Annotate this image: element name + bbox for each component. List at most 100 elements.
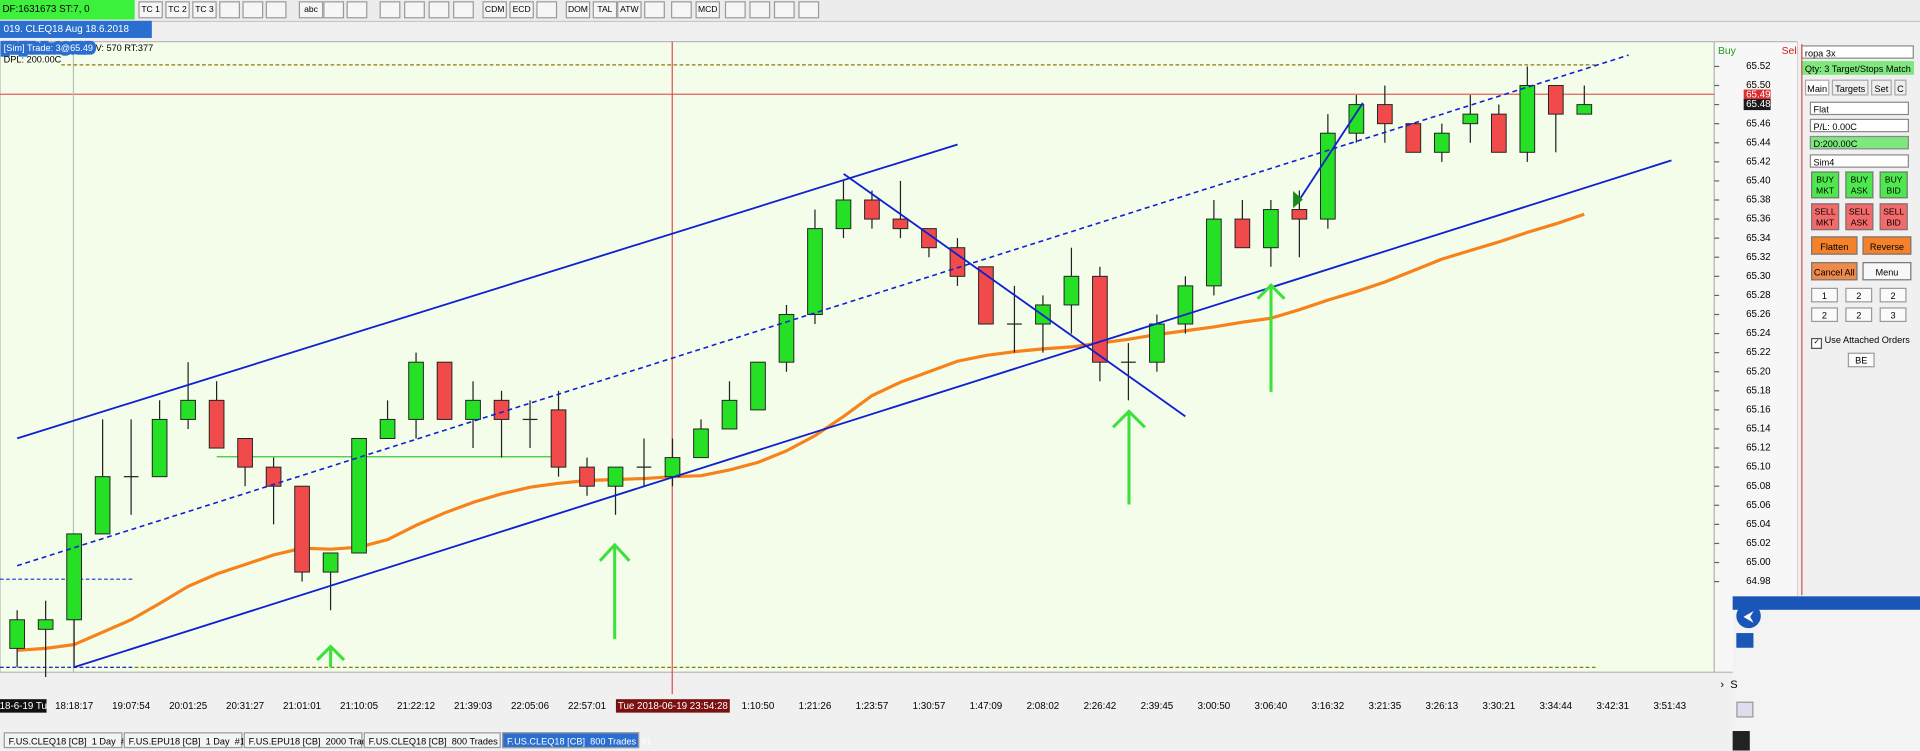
side-overlay: ⮜ › S	[1720, 596, 1920, 751]
toolbar-icon[interactable]	[379, 1, 401, 19]
entry-marker	[1293, 191, 1303, 209]
qty-button[interactable]: 1	[1811, 287, 1838, 303]
qty-button[interactable]: 2	[1879, 287, 1907, 303]
drawings	[16, 54, 1672, 669]
chart-tabs: F.US.CLEQ18 [CB] 1 Day #6 F.US.EPU18 [CB]…	[0, 730, 1733, 751]
y-tick-label: 65.08	[1746, 481, 1771, 492]
x-tick-label: 21:10:05	[340, 701, 379, 712]
candle-body	[978, 266, 994, 325]
candle-body	[1405, 123, 1422, 153]
panel-tabs: Main Targets Set C	[1804, 79, 1915, 96]
x-tick-label: 22:57:01	[568, 701, 606, 712]
crosshair-label-bg	[615, 699, 730, 713]
toolbar-button[interactable]: TC 2	[165, 1, 190, 19]
toolbar-icon[interactable]	[644, 1, 665, 19]
buy-button[interactable]: BUY BID	[1879, 171, 1908, 199]
x-tick-label: 3:21:35	[1369, 701, 1402, 712]
toolbar-icon[interactable]	[773, 1, 795, 19]
button-line: ASK	[1850, 219, 1868, 228]
toolbar-icon[interactable]	[265, 1, 287, 19]
panel-tab[interactable]: Targets	[1831, 79, 1869, 96]
toolbar-button[interactable]: CDM	[482, 1, 507, 19]
qty-button[interactable]: 2	[1811, 307, 1838, 323]
chart-tab[interactable]: F.US.EPU18 [CB] 2000 Trades #7	[243, 732, 392, 749]
toolbar-icon[interactable]	[323, 1, 345, 19]
y-tick-label: 65.36	[1746, 214, 1771, 225]
account-select[interactable]: ropa 3x	[1801, 45, 1914, 59]
candle-body	[351, 438, 367, 554]
panel-divider	[1801, 44, 1803, 596]
chart-tab[interactable]: F.US.CLEQ18 [CB] 800 Trades #1	[502, 732, 651, 749]
toolbar-button[interactable]: MCD	[695, 1, 720, 19]
window-title[interactable]: 019. CLEQ18 Aug 18.6.2018	[0, 20, 152, 38]
side-label[interactable]: › S	[1720, 678, 1738, 691]
toolbar-button[interactable]: abc	[298, 1, 324, 19]
candle-body	[1547, 85, 1564, 115]
toolbar-icon[interactable]	[724, 1, 746, 19]
toolbar-button[interactable]: TAL	[592, 1, 618, 19]
menu-button[interactable]: Menu	[1862, 262, 1912, 281]
candle-body	[493, 399, 510, 420]
toolbar: DF:1631673 ST:7, 0 TC 1 TC 2 TC 3 abc CDM ECD…	[0, 0, 1920, 23]
sell-button[interactable]: SELL ASK	[1845, 203, 1874, 231]
buy-button[interactable]: BUY ASK	[1845, 171, 1874, 199]
toolbar-icon[interactable]	[453, 1, 474, 19]
panel-tab[interactable]: Main	[1804, 79, 1830, 96]
y-tick-label: 65.50	[1746, 80, 1771, 91]
sell-button[interactable]: SELL BID	[1879, 203, 1908, 231]
toolbar-icon[interactable]	[536, 1, 558, 19]
chart-tab[interactable]: F.US.CLEQ18 [CB] 800 Trades #2	[363, 732, 513, 749]
pnl-field: P/L: 0.00C	[1809, 118, 1909, 133]
attached-orders[interactable]: ✓ Use Attached Orders	[1811, 334, 1920, 349]
toolbar-button[interactable]: TC 3	[192, 1, 217, 19]
x-tick-label: 1:21:26	[799, 701, 832, 712]
overlay-icon[interactable]	[1736, 633, 1754, 648]
candle-body	[180, 399, 196, 420]
toolbar-button[interactable]: ECD	[509, 1, 534, 19]
y-tick-label: 65.26	[1746, 309, 1771, 320]
toolbar-icon[interactable]	[671, 1, 692, 19]
toolbar-icon[interactable]	[346, 1, 368, 19]
price-marker-label: 65.49	[1746, 90, 1770, 101]
cancel-all-button[interactable]: Cancel All	[1811, 262, 1858, 281]
toolbar-icon[interactable]	[428, 1, 450, 19]
flatten-button[interactable]: Flatten	[1811, 236, 1858, 255]
qty-button[interactable]: 2	[1845, 287, 1873, 303]
buy-button[interactable]: BUY MKT	[1811, 171, 1840, 199]
x-tick-label: 1:47:09	[970, 701, 1003, 712]
candle-body	[1348, 104, 1365, 134]
toolbar-button[interactable]: DOM	[565, 1, 591, 19]
toolbar-icon[interactable]	[749, 1, 771, 19]
panel-tab[interactable]: C	[1894, 79, 1907, 96]
panel-tab[interactable]: Set	[1871, 79, 1892, 96]
chart-tab[interactable]: F.US.CLEQ18 [CB] 1 Day #6	[3, 732, 131, 749]
chart-tab[interactable]: F.US.EPU18 [CB] 1 Day #12	[123, 732, 250, 749]
toolbar-icon[interactable]	[404, 1, 425, 19]
candle-body	[237, 438, 253, 468]
candle-body	[1063, 275, 1080, 306]
candle-body	[579, 466, 595, 487]
x-tick-label: 3:16:32	[1312, 701, 1345, 712]
y-tick-label: 65.46	[1746, 118, 1771, 129]
toolbar-icon[interactable]	[798, 1, 820, 19]
date-label-bg	[0, 699, 47, 713]
toolbar-button[interactable]: TC 1	[138, 1, 163, 19]
candle-body	[921, 228, 937, 249]
qty-button[interactable]: 3	[1879, 307, 1907, 323]
reverse-button[interactable]: Reverse	[1862, 236, 1912, 255]
overlay-icon[interactable]	[1736, 701, 1754, 718]
y-tick-label: 65.10	[1746, 462, 1771, 473]
sell-button[interactable]: SELL MKT	[1811, 203, 1840, 231]
account-field[interactable]: Sim4	[1809, 154, 1909, 168]
back-icon[interactable]: ⮜	[1736, 603, 1761, 629]
x-tick-label: 2:26:42	[1084, 701, 1117, 712]
button-line: SELL	[1814, 208, 1836, 217]
toolbar-icon[interactable]	[219, 1, 240, 19]
toolbar-icon[interactable]	[242, 1, 264, 19]
trend-line	[843, 173, 1186, 418]
axes: 64.98 65.00 65.02 65.04 65.06 65.08 65.10 65.12…	[0, 61, 1771, 713]
qty-button[interactable]: 2	[1845, 307, 1873, 323]
be-button[interactable]: BE	[1847, 352, 1875, 368]
toolbar-button[interactable]: ATW	[617, 1, 642, 19]
